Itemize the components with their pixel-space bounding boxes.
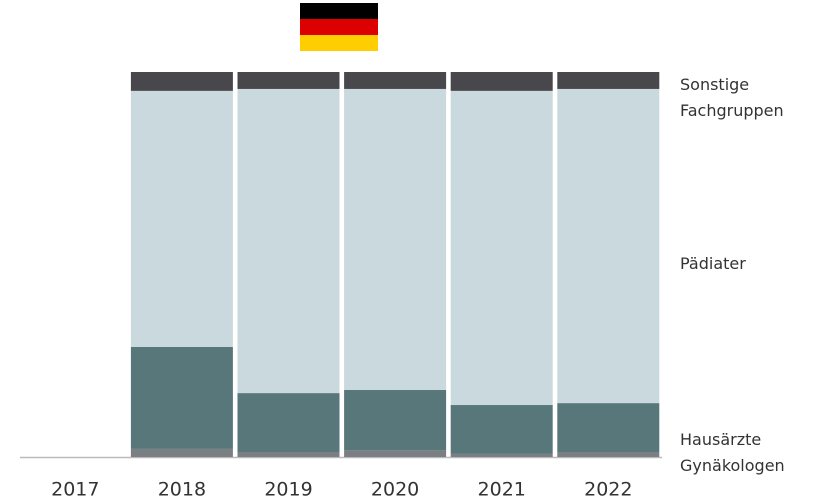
bar-segment [237, 72, 340, 89]
bar-segment [557, 88, 660, 404]
x-tick-label: 2019 [264, 479, 312, 501]
flag-gold [300, 35, 378, 51]
bar-segment [450, 453, 553, 457]
bar-segment [557, 403, 660, 452]
bar-segment [450, 72, 553, 91]
bar-segment [557, 451, 660, 457]
x-tick-label: 2020 [371, 479, 419, 501]
series-label: Sonstige Fachgruppen [680, 75, 784, 120]
bar-segment [557, 72, 660, 89]
bar-segment [130, 90, 233, 347]
bar-segment [237, 451, 340, 457]
bar-segment [344, 72, 447, 89]
bar-segment [237, 393, 340, 452]
flag [300, 3, 378, 51]
bar-segment [450, 405, 553, 454]
bar-segment [344, 390, 447, 451]
series-label: Pädiater [680, 254, 746, 273]
flag-black [300, 3, 378, 19]
bar-segment [450, 90, 553, 406]
x-tick-label: 2021 [478, 479, 526, 501]
x-tick-label: 2017 [51, 479, 99, 501]
bar-segment [237, 88, 340, 394]
flag-red [300, 19, 378, 35]
series-label: Hausärzte [680, 430, 762, 449]
x-tick-label: 2022 [584, 479, 632, 501]
bar-segment [130, 72, 233, 91]
series-label: Gynäkologen [680, 456, 785, 475]
x-tick-label: 2018 [158, 479, 206, 501]
bar-segment [130, 346, 233, 449]
bar-segment [130, 448, 233, 457]
bar-segment [344, 88, 447, 391]
bar-segment [344, 450, 447, 457]
